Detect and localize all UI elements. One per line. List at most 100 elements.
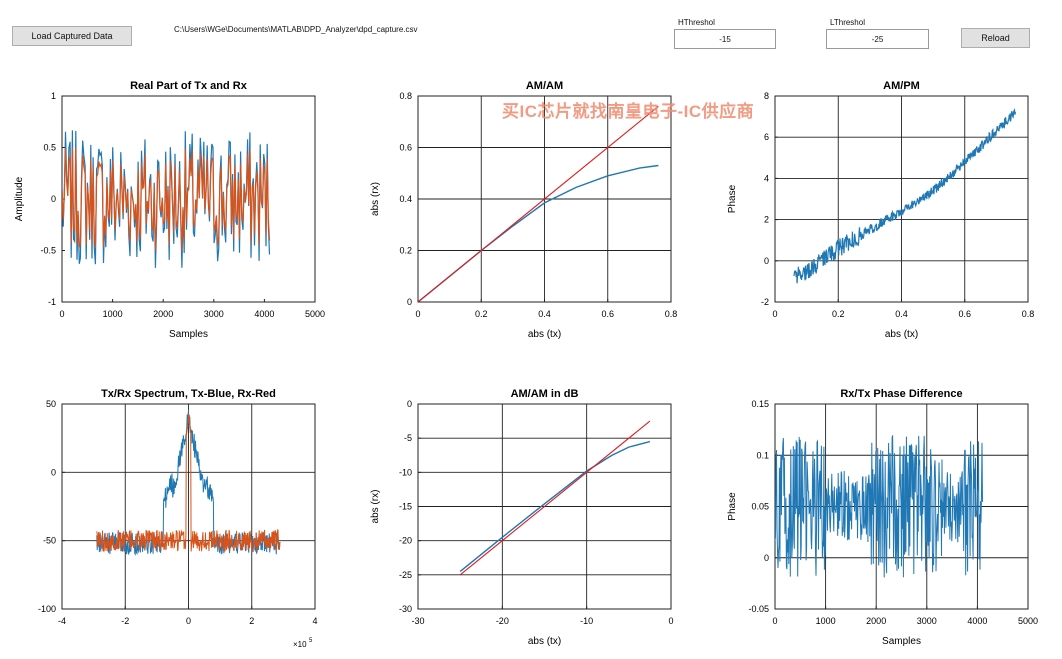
chart-title: Real Part of Tx and Rx bbox=[130, 80, 248, 92]
x-tick-label: 3000 bbox=[917, 616, 937, 626]
x-tick-label: 5000 bbox=[305, 309, 325, 319]
lthreshold-label: LThreshol bbox=[830, 18, 865, 27]
x-tick-label: 4000 bbox=[254, 309, 274, 319]
x-tick-label: 1000 bbox=[816, 616, 836, 626]
x-tick-label: 0 bbox=[186, 616, 191, 626]
y-tick-label: -30 bbox=[399, 604, 412, 614]
chart-3: -4 -2 0 2 4 -100 -50 0 50 Tx/Rx Spectrum, Tx-Blue… bbox=[38, 388, 318, 649]
y-tick-label: -20 bbox=[399, 536, 412, 546]
y-tick-label: 8 bbox=[764, 91, 769, 101]
load-captured-data-button[interactable]: Load Captured Data bbox=[12, 26, 132, 46]
x-multiplier-label: ×10 bbox=[293, 640, 307, 649]
y-tick-label: -1 bbox=[48, 297, 56, 307]
x-tick-label: -2 bbox=[121, 616, 129, 626]
y-tick-label: -25 bbox=[399, 570, 412, 580]
x-tick-label: 1000 bbox=[103, 309, 123, 319]
y-tick-label: -0.5 bbox=[40, 246, 56, 256]
y-tick-label: -5 bbox=[404, 433, 412, 443]
x-tick-label: 0 bbox=[772, 309, 777, 319]
plot-area bbox=[793, 108, 1016, 284]
y-tick-label: 0 bbox=[407, 297, 412, 307]
y-tick-label: 0 bbox=[764, 553, 769, 563]
series-tx bbox=[418, 164, 659, 302]
y-axis-label: Amplitude bbox=[14, 176, 25, 221]
x-axis-label: abs (tx) bbox=[528, 329, 561, 340]
x-axis-label: abs (tx) bbox=[885, 329, 918, 340]
y-tick-label: -0.05 bbox=[748, 604, 769, 614]
x-tick-label: 0.6 bbox=[601, 309, 614, 319]
plot-area bbox=[459, 420, 651, 576]
watermark-text: 买IC芯片就找南皇电子-IC供应商 bbox=[502, 102, 755, 121]
x-tick-label: 2 bbox=[249, 616, 254, 626]
y-tick-label: -50 bbox=[43, 536, 56, 546]
y-tick-label: 2 bbox=[764, 215, 769, 225]
x-tick-label: 4 bbox=[312, 616, 317, 626]
y-tick-label: 0.05 bbox=[751, 502, 769, 512]
y-tick-label: 0.6 bbox=[399, 143, 412, 153]
y-tick-label: 0.2 bbox=[399, 246, 412, 256]
x-tick-label: 0.4 bbox=[895, 309, 908, 319]
series-fit bbox=[459, 420, 651, 576]
y-tick-label: -100 bbox=[38, 604, 56, 614]
x-tick-label: -20 bbox=[496, 616, 509, 626]
y-tick-label: -10 bbox=[399, 467, 412, 477]
chart-title: AM/AM bbox=[526, 80, 563, 92]
y-tick-label: 0 bbox=[51, 467, 56, 477]
y-tick-label: 0 bbox=[51, 194, 56, 204]
chart-title: AM/PM bbox=[883, 80, 920, 92]
series-rx bbox=[62, 147, 271, 251]
x-tick-label: 3000 bbox=[204, 309, 224, 319]
x-tick-label: 0 bbox=[59, 309, 64, 319]
axes-frame bbox=[61, 95, 316, 303]
lthreshold-input[interactable]: -25 bbox=[826, 29, 929, 49]
x-axis-label: Samples bbox=[169, 329, 208, 340]
y-tick-label: -15 bbox=[399, 502, 412, 512]
plot-area bbox=[96, 409, 281, 556]
plot-area bbox=[775, 435, 983, 578]
x-multiplier-exponent: 5 bbox=[309, 638, 313, 644]
y-tick-label: 0.15 bbox=[751, 399, 769, 409]
y-axis-label: Phase bbox=[727, 492, 738, 521]
chart-title: AM/AM in dB bbox=[511, 388, 579, 400]
x-tick-label: 0.2 bbox=[475, 309, 488, 319]
x-tick-label: 0.4 bbox=[538, 309, 551, 319]
x-tick-label: 0.8 bbox=[665, 309, 678, 319]
series-fit bbox=[418, 105, 659, 302]
series-tx bbox=[459, 440, 651, 572]
x-tick-label: 2000 bbox=[153, 309, 173, 319]
x-tick-label: -4 bbox=[58, 616, 66, 626]
y-tick-label: 0.4 bbox=[399, 194, 412, 204]
chart-5: 0 1000 2000 3000 4000 5000-0.0500.050.10.15Rx… bbox=[727, 388, 1038, 647]
chart-4: -30 -20 -10 0 -30 -25 -20 -15 -10 -5 0 AM/AM in dB a… bbox=[370, 388, 674, 647]
chart-title: Tx/Rx Spectrum, Tx-Blue, Rx-Red bbox=[101, 388, 276, 400]
plot-area bbox=[418, 105, 659, 302]
x-tick-label: 2000 bbox=[866, 616, 886, 626]
y-tick-label: 1 bbox=[51, 91, 56, 101]
y-tick-label: 6 bbox=[764, 132, 769, 142]
y-tick-label: 0 bbox=[764, 256, 769, 266]
hthreshold-label: HThreshol bbox=[678, 18, 715, 27]
x-tick-label: -30 bbox=[411, 616, 424, 626]
file-path: C:\Users\WGe\Documents\MATLAB\DPD_Analyz… bbox=[174, 25, 418, 34]
x-axis-label: abs (tx) bbox=[528, 636, 561, 647]
x-tick-label: 0.2 bbox=[832, 309, 845, 319]
y-tick-label: 0.5 bbox=[43, 143, 56, 153]
series-tx bbox=[793, 108, 1016, 284]
y-tick-label: 4 bbox=[764, 173, 769, 183]
reload-button[interactable]: Reload bbox=[961, 28, 1030, 48]
x-tick-label: 0.6 bbox=[958, 309, 971, 319]
x-tick-label: 0 bbox=[415, 309, 420, 319]
x-tick-label: 0.8 bbox=[1022, 309, 1035, 319]
chart-0: 0 1000 2000 3000 4000 5000 -1 -0.5 0 0.5 1 Real Par… bbox=[14, 80, 325, 340]
x-tick-label: 4000 bbox=[967, 616, 987, 626]
plot-area bbox=[62, 130, 271, 268]
series-rx bbox=[96, 413, 281, 553]
x-tick-label: 0 bbox=[668, 616, 673, 626]
y-tick-label: 0.1 bbox=[756, 450, 769, 460]
y-tick-label: -2 bbox=[761, 297, 769, 307]
y-tick-label: 0 bbox=[407, 399, 412, 409]
x-axis-label: Samples bbox=[882, 636, 921, 647]
hthreshold-input[interactable]: -15 bbox=[674, 29, 776, 49]
